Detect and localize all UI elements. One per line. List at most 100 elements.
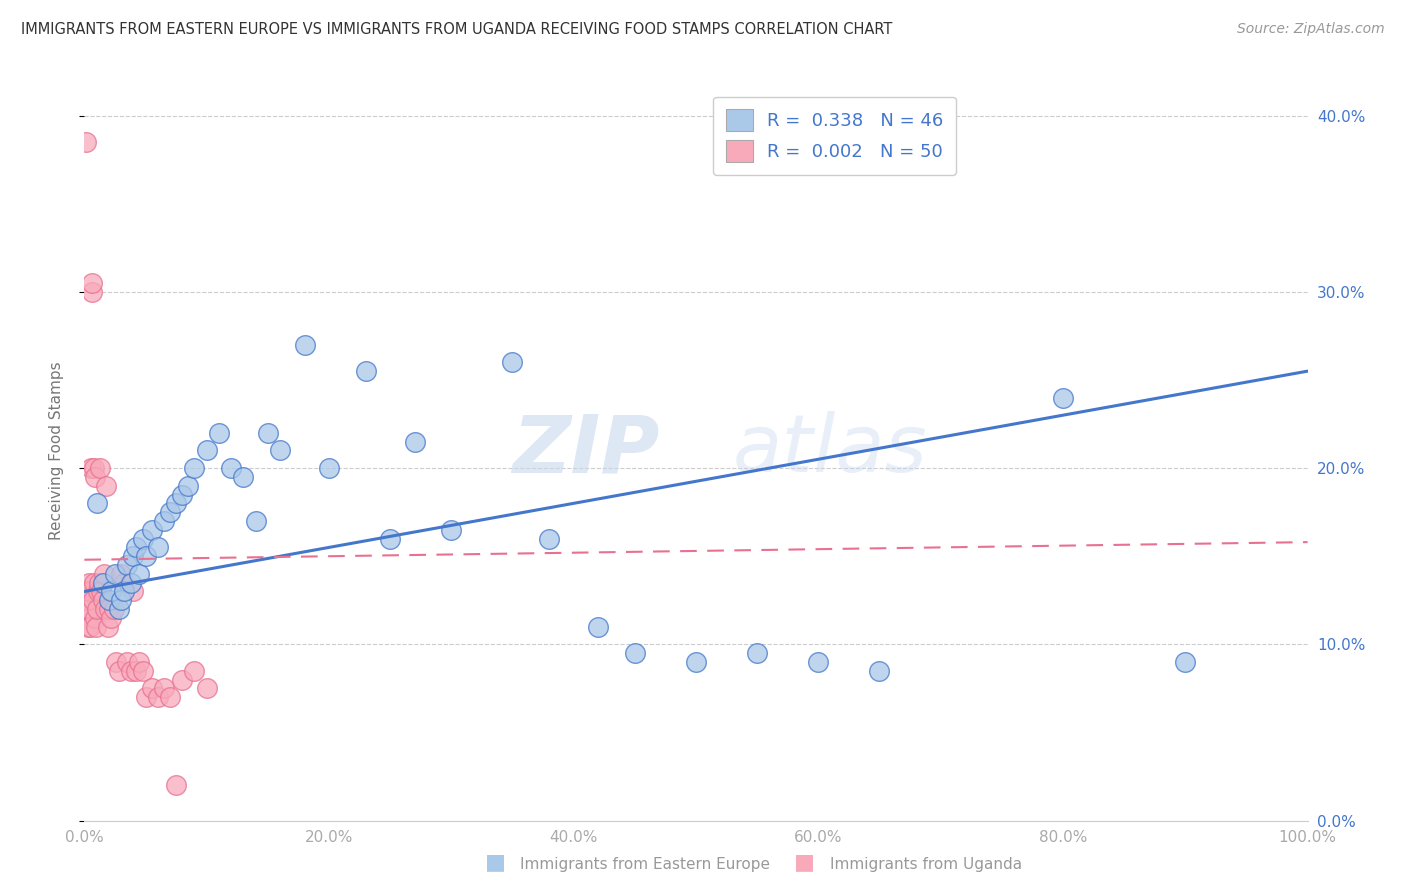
Point [232,470,254,484]
Point [141,681,163,696]
Y-axis label: Receiving Food Stamps: Receiving Food Stamps [49,361,63,540]
Point [105,655,128,669]
Point [122,549,145,564]
Point [97,602,120,616]
Point [183,461,205,475]
Point [177,479,200,493]
Point [146,690,169,705]
Text: ZIP: ZIP [512,411,659,490]
Point [89,461,111,475]
Point [195,681,218,696]
Point [93,566,115,581]
Point [146,541,169,555]
Point [110,593,132,607]
Point [112,575,135,590]
Point [318,461,340,475]
Point [79,620,101,634]
Point [1052,391,1074,405]
Point [135,549,157,564]
Point [79,584,101,599]
Point [159,690,181,705]
Point [100,584,122,599]
Point [76,593,98,607]
Text: IMMIGRANTS FROM EASTERN EUROPE VS IMMIGRANTS FROM UGANDA RECEIVING FOOD STAMPS C: IMMIGRANTS FROM EASTERN EUROPE VS IMMIGR… [21,22,893,37]
Point [125,664,148,678]
Point [132,532,155,546]
Point [257,425,280,440]
Point [141,523,163,537]
Point [294,337,316,351]
Point [80,461,103,475]
Point [87,584,110,599]
Point [219,461,242,475]
Point [77,620,100,634]
Point [91,593,114,607]
Point [107,664,129,678]
Point [110,566,132,581]
Point [96,479,118,493]
Point [269,443,291,458]
Point [83,470,105,484]
Point [404,434,426,449]
Point [97,593,120,607]
Point [77,575,100,590]
Point [75,135,97,149]
Text: atlas: atlas [733,411,928,490]
Point [183,664,205,678]
Point [172,673,194,687]
Point [120,575,142,590]
Point [1174,655,1197,669]
Point [115,558,138,572]
Point [91,575,114,590]
Legend: R =  0.338   N = 46, R =  0.002   N = 50: R = 0.338 N = 46, R = 0.002 N = 50 [713,96,956,175]
Point [153,514,176,528]
Point [82,593,104,607]
Point [245,514,267,528]
Point [83,461,105,475]
Point [82,276,104,290]
Point [97,620,120,634]
Point [122,584,145,599]
Point [586,620,609,634]
Point [94,602,117,616]
Point [502,355,524,369]
Point [135,690,157,705]
Point [125,541,148,555]
Point [165,496,187,510]
Point [128,566,150,581]
Text: ■: ■ [485,853,506,872]
Point [83,575,105,590]
Point [807,655,830,669]
Point [103,602,125,616]
Text: ■: ■ [794,853,815,872]
Point [87,575,110,590]
Point [84,611,107,625]
Text: Immigrants from Uganda: Immigrants from Uganda [830,857,1022,872]
Point [76,611,98,625]
Point [165,778,187,792]
Point [112,584,135,599]
Point [685,655,707,669]
Point [159,505,181,519]
Point [128,655,150,669]
Point [115,655,138,669]
Point [75,584,97,599]
Point [104,566,127,581]
Point [80,285,103,299]
Point [440,523,463,537]
Point [120,664,142,678]
Point [132,664,155,678]
Point [86,496,108,510]
Text: Source: ZipAtlas.com: Source: ZipAtlas.com [1237,22,1385,37]
Point [172,487,194,501]
Point [90,584,112,599]
Point [538,532,561,546]
Point [100,611,122,625]
Point [84,620,107,634]
Point [195,443,218,458]
Text: Immigrants from Eastern Europe: Immigrants from Eastern Europe [520,857,770,872]
Point [107,602,129,616]
Point [86,602,108,616]
Point [354,364,377,378]
Point [869,664,891,678]
